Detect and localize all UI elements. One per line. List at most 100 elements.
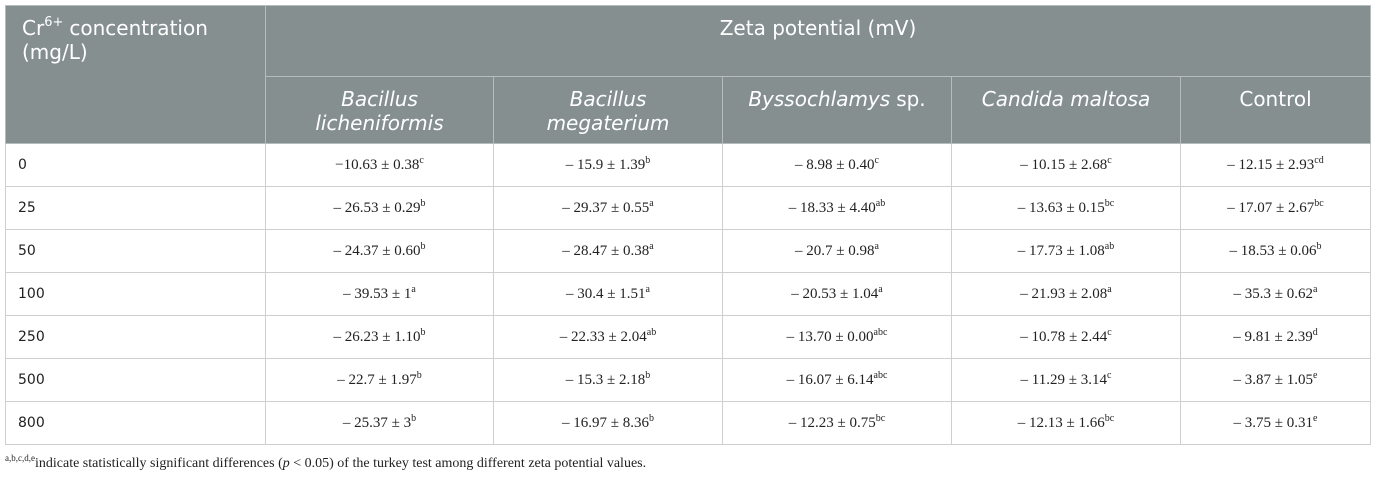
cell: – 15.3 ± 2.18b: [493, 358, 723, 402]
cell-value: – 26.23 ± 1.10: [333, 328, 421, 345]
data-row: 100– 39.53 ± 1a – 30.4 ± 1.51a – 20.53 ± 1…: [5, 272, 1372, 316]
data-table: Cr6+ concentration (mg/L) Zeta potential (…: [5, 5, 1372, 445]
cell-value: – 8.98 ± 0.40: [795, 156, 875, 173]
cell-value: – 16.07 ± 6.14: [786, 371, 874, 388]
cell-letter: cd: [1314, 154, 1324, 166]
cell-letter: a: [411, 283, 416, 295]
cell-value: – 15.3 ± 2.18: [565, 371, 646, 388]
cell-value: – 18.33 ± 4.40: [788, 199, 876, 216]
column-name: Bacillus licheniformis: [315, 87, 444, 135]
cell-value: – 12.23 ± 0.75: [788, 414, 876, 431]
cell: – 22.33 ± 2.04ab: [493, 315, 723, 359]
cell-letter: b: [648, 412, 654, 424]
cell-value: – 3.75 ± 0.31: [1233, 414, 1314, 431]
column-name: Control: [1239, 87, 1312, 111]
cell-value: – 24.37 ± 0.60: [333, 242, 421, 259]
cell: – 15.9 ± 1.39b: [493, 143, 723, 187]
column-header: Candida maltosa: [951, 76, 1181, 144]
column-name: Byssochlamys: [748, 87, 891, 111]
column-name: Candida maltosa: [981, 87, 1151, 111]
cell-value: – 30.4 ± 1.51: [566, 285, 646, 302]
cell: – 28.47 ± 0.38a: [493, 229, 723, 273]
footnote-sup: a,b,c,d,e: [5, 453, 35, 463]
row-label: 100: [5, 272, 266, 316]
cell-letter: b: [420, 197, 426, 209]
cell: – 8.98 ± 0.40c: [722, 143, 952, 187]
cell-letter: a: [645, 283, 650, 295]
cell-letter: e: [1313, 369, 1318, 381]
cell-letter: bc: [1104, 412, 1115, 424]
data-row: 25– 26.53 ± 0.29b – 29.37 ± 0.55a – 18.33 …: [5, 186, 1372, 230]
cell-letter: ab: [875, 197, 886, 209]
cell-value: – 26.53 ± 0.29: [333, 199, 421, 216]
cell: – 10.15 ± 2.68c: [951, 143, 1181, 187]
cell-letter: a: [1313, 283, 1318, 295]
cell-value: – 9.81 ± 2.39: [1233, 328, 1313, 345]
cell: – 29.37 ± 0.55a: [493, 186, 723, 230]
cell-letter: b: [411, 412, 417, 424]
cell: – 3.75 ± 0.31e: [1179, 401, 1372, 445]
cell-value: – 22.7 ± 1.97: [337, 371, 417, 388]
cell-value: – 10.78 ± 2.44: [1020, 328, 1108, 345]
cell: – 26.23 ± 1.10b: [265, 315, 494, 359]
group-header: Zeta potential (mV): [264, 5, 1372, 77]
cell: – 17.07 ± 2.67bc: [1179, 186, 1372, 230]
cell-value: – 13.70 ± 0.00: [786, 328, 874, 345]
cell: – 25.37 ± 3b: [265, 401, 494, 445]
cell: – 18.33 ± 4.40ab: [722, 186, 952, 230]
cell-letter: ab: [646, 326, 657, 338]
data-row: 800– 25.37 ± 3b – 16.97 ± 8.36b – 12.23 ± …: [5, 401, 1372, 445]
row-header: Cr6+ concentration (mg/L): [5, 5, 266, 144]
cell: – 12.15 ± 2.93cd: [1179, 143, 1372, 187]
cell: −10.63 ± 0.38c: [265, 143, 494, 187]
cell-letter: a: [1107, 283, 1112, 295]
cell-letter: a: [874, 240, 879, 252]
row-header-text: concentration (mg/L): [22, 16, 208, 64]
cell-value: – 17.07 ± 2.67: [1227, 199, 1315, 216]
row-header-base: Cr: [22, 16, 45, 40]
column-header: Bacillus megaterium: [493, 76, 723, 144]
cell: – 20.53 ± 1.04a: [722, 272, 952, 316]
row-label: 800: [5, 401, 266, 445]
cell-value: – 28.47 ± 0.38: [562, 242, 650, 259]
cell-letter: d: [1312, 326, 1318, 338]
cell-letter: b: [420, 240, 426, 252]
cell-value: – 20.7 ± 0.98: [795, 242, 875, 259]
cell-letter: a: [649, 197, 654, 209]
cell: – 24.37 ± 0.60b: [265, 229, 494, 273]
cell-letter: abc: [873, 369, 888, 381]
cell-letter: b: [645, 369, 651, 381]
cell-letter: a: [649, 240, 654, 252]
cell-value: – 16.97 ± 8.36: [562, 414, 649, 431]
cell: – 13.63 ± 0.15bc: [951, 186, 1181, 230]
cell-letter: e: [1313, 412, 1318, 424]
header-row: Cr6+ concentration (mg/L) Zeta potential (…: [5, 5, 1372, 144]
data-row: 0 −10.63 ± 0.38c – 15.9 ± 1.39b – 8.98 ± 0.…: [5, 143, 1372, 187]
cell: – 20.7 ± 0.98a: [722, 229, 952, 273]
cell: – 16.07 ± 6.14abc: [722, 358, 952, 402]
cell-letter: c: [419, 154, 424, 166]
cell-value: – 25.37 ± 3: [342, 414, 412, 431]
cell: – 21.93 ± 2.08a: [951, 272, 1181, 316]
cell: – 9.81 ± 2.39d: [1179, 315, 1372, 359]
cell-value: – 12.13 ± 1.66: [1017, 414, 1105, 431]
cell-letter: abc: [873, 326, 888, 338]
column-name: Bacillus megaterium: [546, 87, 670, 135]
row-label: 250: [5, 315, 266, 359]
footnote-text: < 0.05) of the turkey test among differe…: [289, 456, 647, 471]
cell-value: – 12.15 ± 2.93: [1227, 156, 1315, 173]
cell: – 17.73 ± 1.08ab: [951, 229, 1181, 273]
cell: – 18.53 ± 0.06b: [1179, 229, 1372, 273]
cell-value: – 18.53 ± 0.06: [1229, 242, 1317, 259]
row-label: 500: [5, 358, 266, 402]
cell: – 12.23 ± 0.75bc: [722, 401, 952, 445]
row-label: 25: [5, 186, 266, 230]
cell-letter: a: [878, 283, 883, 295]
row-label: 0: [5, 143, 266, 187]
cell: – 35.3 ± 0.62a: [1179, 272, 1372, 316]
cell-letter: b: [420, 326, 426, 338]
data-row: 50– 24.37 ± 0.60b – 28.47 ± 0.38a – 20.7 ±…: [5, 229, 1372, 273]
cell-value: – 21.93 ± 2.08: [1020, 285, 1108, 302]
cell-value: – 29.37 ± 0.55: [562, 199, 650, 216]
